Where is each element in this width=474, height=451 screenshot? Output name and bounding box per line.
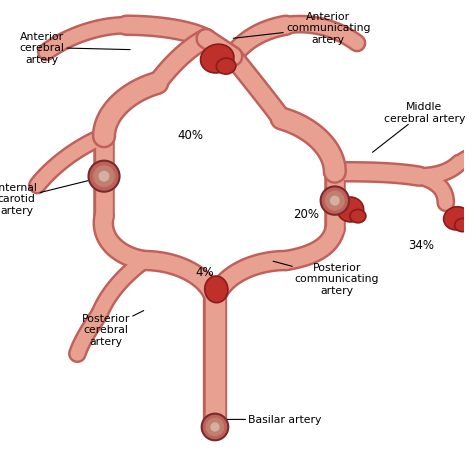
Text: Anterior
cerebral
artery: Anterior cerebral artery [19, 32, 130, 65]
Text: Basilar artery: Basilar artery [220, 414, 322, 424]
Text: Posterior
communicating
artery: Posterior communicating artery [273, 262, 379, 295]
Ellipse shape [330, 196, 340, 206]
Text: 4%: 4% [195, 266, 214, 278]
Ellipse shape [325, 191, 345, 211]
Ellipse shape [337, 198, 364, 222]
Text: 20%: 20% [292, 208, 319, 221]
Ellipse shape [206, 418, 224, 436]
Text: Anterior
communicating
artery: Anterior communicating artery [233, 12, 371, 45]
Text: Internal
carotid
artery: Internal carotid artery [0, 177, 103, 216]
Ellipse shape [201, 45, 234, 74]
Ellipse shape [350, 210, 366, 223]
Ellipse shape [320, 187, 349, 215]
Ellipse shape [205, 276, 228, 303]
Ellipse shape [201, 414, 228, 440]
Ellipse shape [216, 59, 236, 75]
Ellipse shape [89, 161, 119, 192]
Text: Posterior
cerebral
artery: Posterior cerebral artery [82, 311, 144, 346]
Text: 40%: 40% [177, 128, 203, 141]
Ellipse shape [99, 171, 109, 182]
Text: Middle
cerebral artery: Middle cerebral artery [373, 102, 465, 153]
Ellipse shape [444, 207, 470, 230]
Ellipse shape [455, 219, 471, 232]
Ellipse shape [210, 422, 219, 432]
Ellipse shape [93, 166, 115, 188]
Text: 34%: 34% [408, 239, 434, 252]
